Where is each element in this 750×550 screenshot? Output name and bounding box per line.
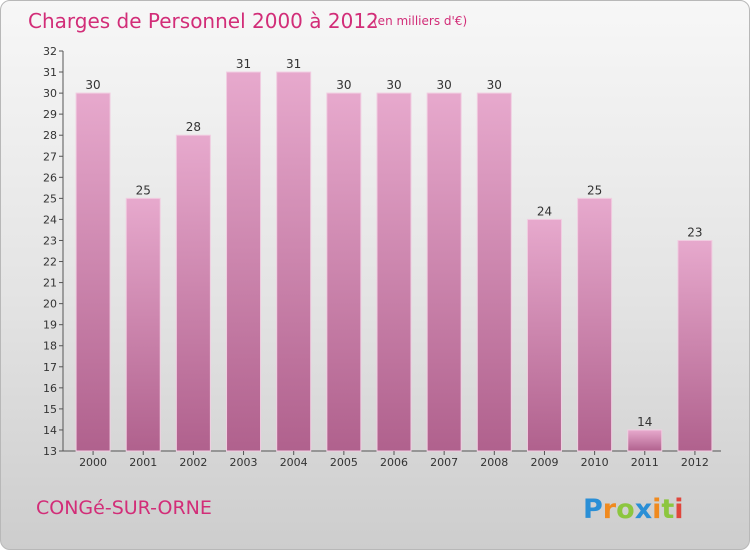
x-tick-label: 2008 (480, 456, 508, 469)
bar-value-label: 25 (136, 183, 151, 197)
y-tick-label: 18 (43, 340, 57, 353)
bar (276, 71, 312, 452)
y-tick-label: 19 (43, 319, 57, 332)
x-tick-label: 2004 (280, 456, 308, 469)
y-tick-label: 32 (43, 45, 57, 58)
bar (125, 197, 161, 452)
y-tick-label: 30 (43, 87, 57, 100)
x-tick-label: 2000 (79, 456, 107, 469)
bar (526, 218, 562, 452)
y-tick-label: 27 (43, 150, 57, 163)
bar-value-label: 25 (587, 183, 602, 197)
bar (627, 429, 663, 452)
logo-letter: r (603, 494, 617, 525)
x-tick-label: 2009 (530, 456, 558, 469)
x-tick-label: 2010 (581, 456, 609, 469)
y-tick-label: 16 (43, 382, 57, 395)
x-tick-label: 2012 (681, 456, 709, 469)
axes: 13 14 15 16 17 18 19 20 21 22 23 24 25 26 27 28 29 30 31 32 (43, 45, 721, 458)
bar-value-label: 14 (637, 415, 652, 429)
y-tick-label: 25 (43, 192, 57, 205)
logo-letter: i (652, 494, 661, 525)
bar (226, 71, 262, 452)
bar (476, 92, 512, 452)
bar (75, 92, 111, 452)
x-tick-label: 2011 (631, 456, 659, 469)
bar (326, 92, 362, 452)
bar-value-label: 30 (437, 78, 452, 92)
y-tick-label: 24 (43, 213, 57, 226)
y-tick-label: 26 (43, 171, 57, 184)
y-tick-label: 20 (43, 298, 57, 311)
bar (577, 197, 613, 452)
bar (175, 134, 211, 452)
bar-value-label: 30 (336, 78, 351, 92)
bar (426, 92, 462, 452)
y-tick-label: 21 (43, 277, 57, 290)
y-tick-label: 23 (43, 234, 57, 247)
x-tick-label: 2006 (380, 456, 408, 469)
x-tick-label: 2003 (230, 456, 258, 469)
x-tick-label: 2007 (430, 456, 458, 469)
logo-letter: t (661, 494, 674, 525)
bar-value-label: 31 (236, 57, 251, 71)
logo-letter: i (674, 494, 683, 525)
logo-letter: o (616, 494, 635, 525)
y-tick-label: 28 (43, 129, 57, 142)
bar (677, 239, 713, 452)
x-tick-label: 2002 (179, 456, 207, 469)
y-tick-label: 22 (43, 256, 57, 269)
y-tick-label: 15 (43, 403, 57, 416)
bar-value-label: 30 (487, 78, 502, 92)
bar-value-label: 30 (386, 78, 401, 92)
proxiti-logo: Proxiti (583, 494, 684, 525)
y-tick-label: 29 (43, 108, 57, 121)
logo-letter: P (583, 494, 603, 525)
commune-name: CONGé-SUR-ORNE (36, 497, 212, 519)
chart-subtitle: (en milliers d'€) (373, 14, 467, 28)
bar-value-label: 31 (286, 57, 301, 71)
bar (376, 92, 412, 452)
y-tick-label: 14 (43, 424, 57, 437)
bars: 30 25 28 31 31 30 30 30 30 24 25 14 23 (75, 57, 713, 452)
y-tick-label: 31 (43, 66, 57, 79)
bar-value-label: 23 (687, 225, 702, 239)
chart-title: Charges de Personnel 2000 à 2012 (28, 9, 379, 33)
x-tick-label: 2005 (330, 456, 358, 469)
logo-letter: x (635, 494, 652, 525)
bar-value-label: 24 (537, 204, 552, 218)
bar-value-label: 30 (85, 78, 100, 92)
x-tick-labels: 2000 2001 2002 2003 2004 2005 2006 2007 2008 2009… (79, 451, 709, 469)
x-tick-label: 2001 (129, 456, 157, 469)
y-tick-label: 13 (43, 445, 57, 458)
bar-value-label: 28 (186, 120, 201, 134)
y-tick-label: 17 (43, 361, 57, 374)
